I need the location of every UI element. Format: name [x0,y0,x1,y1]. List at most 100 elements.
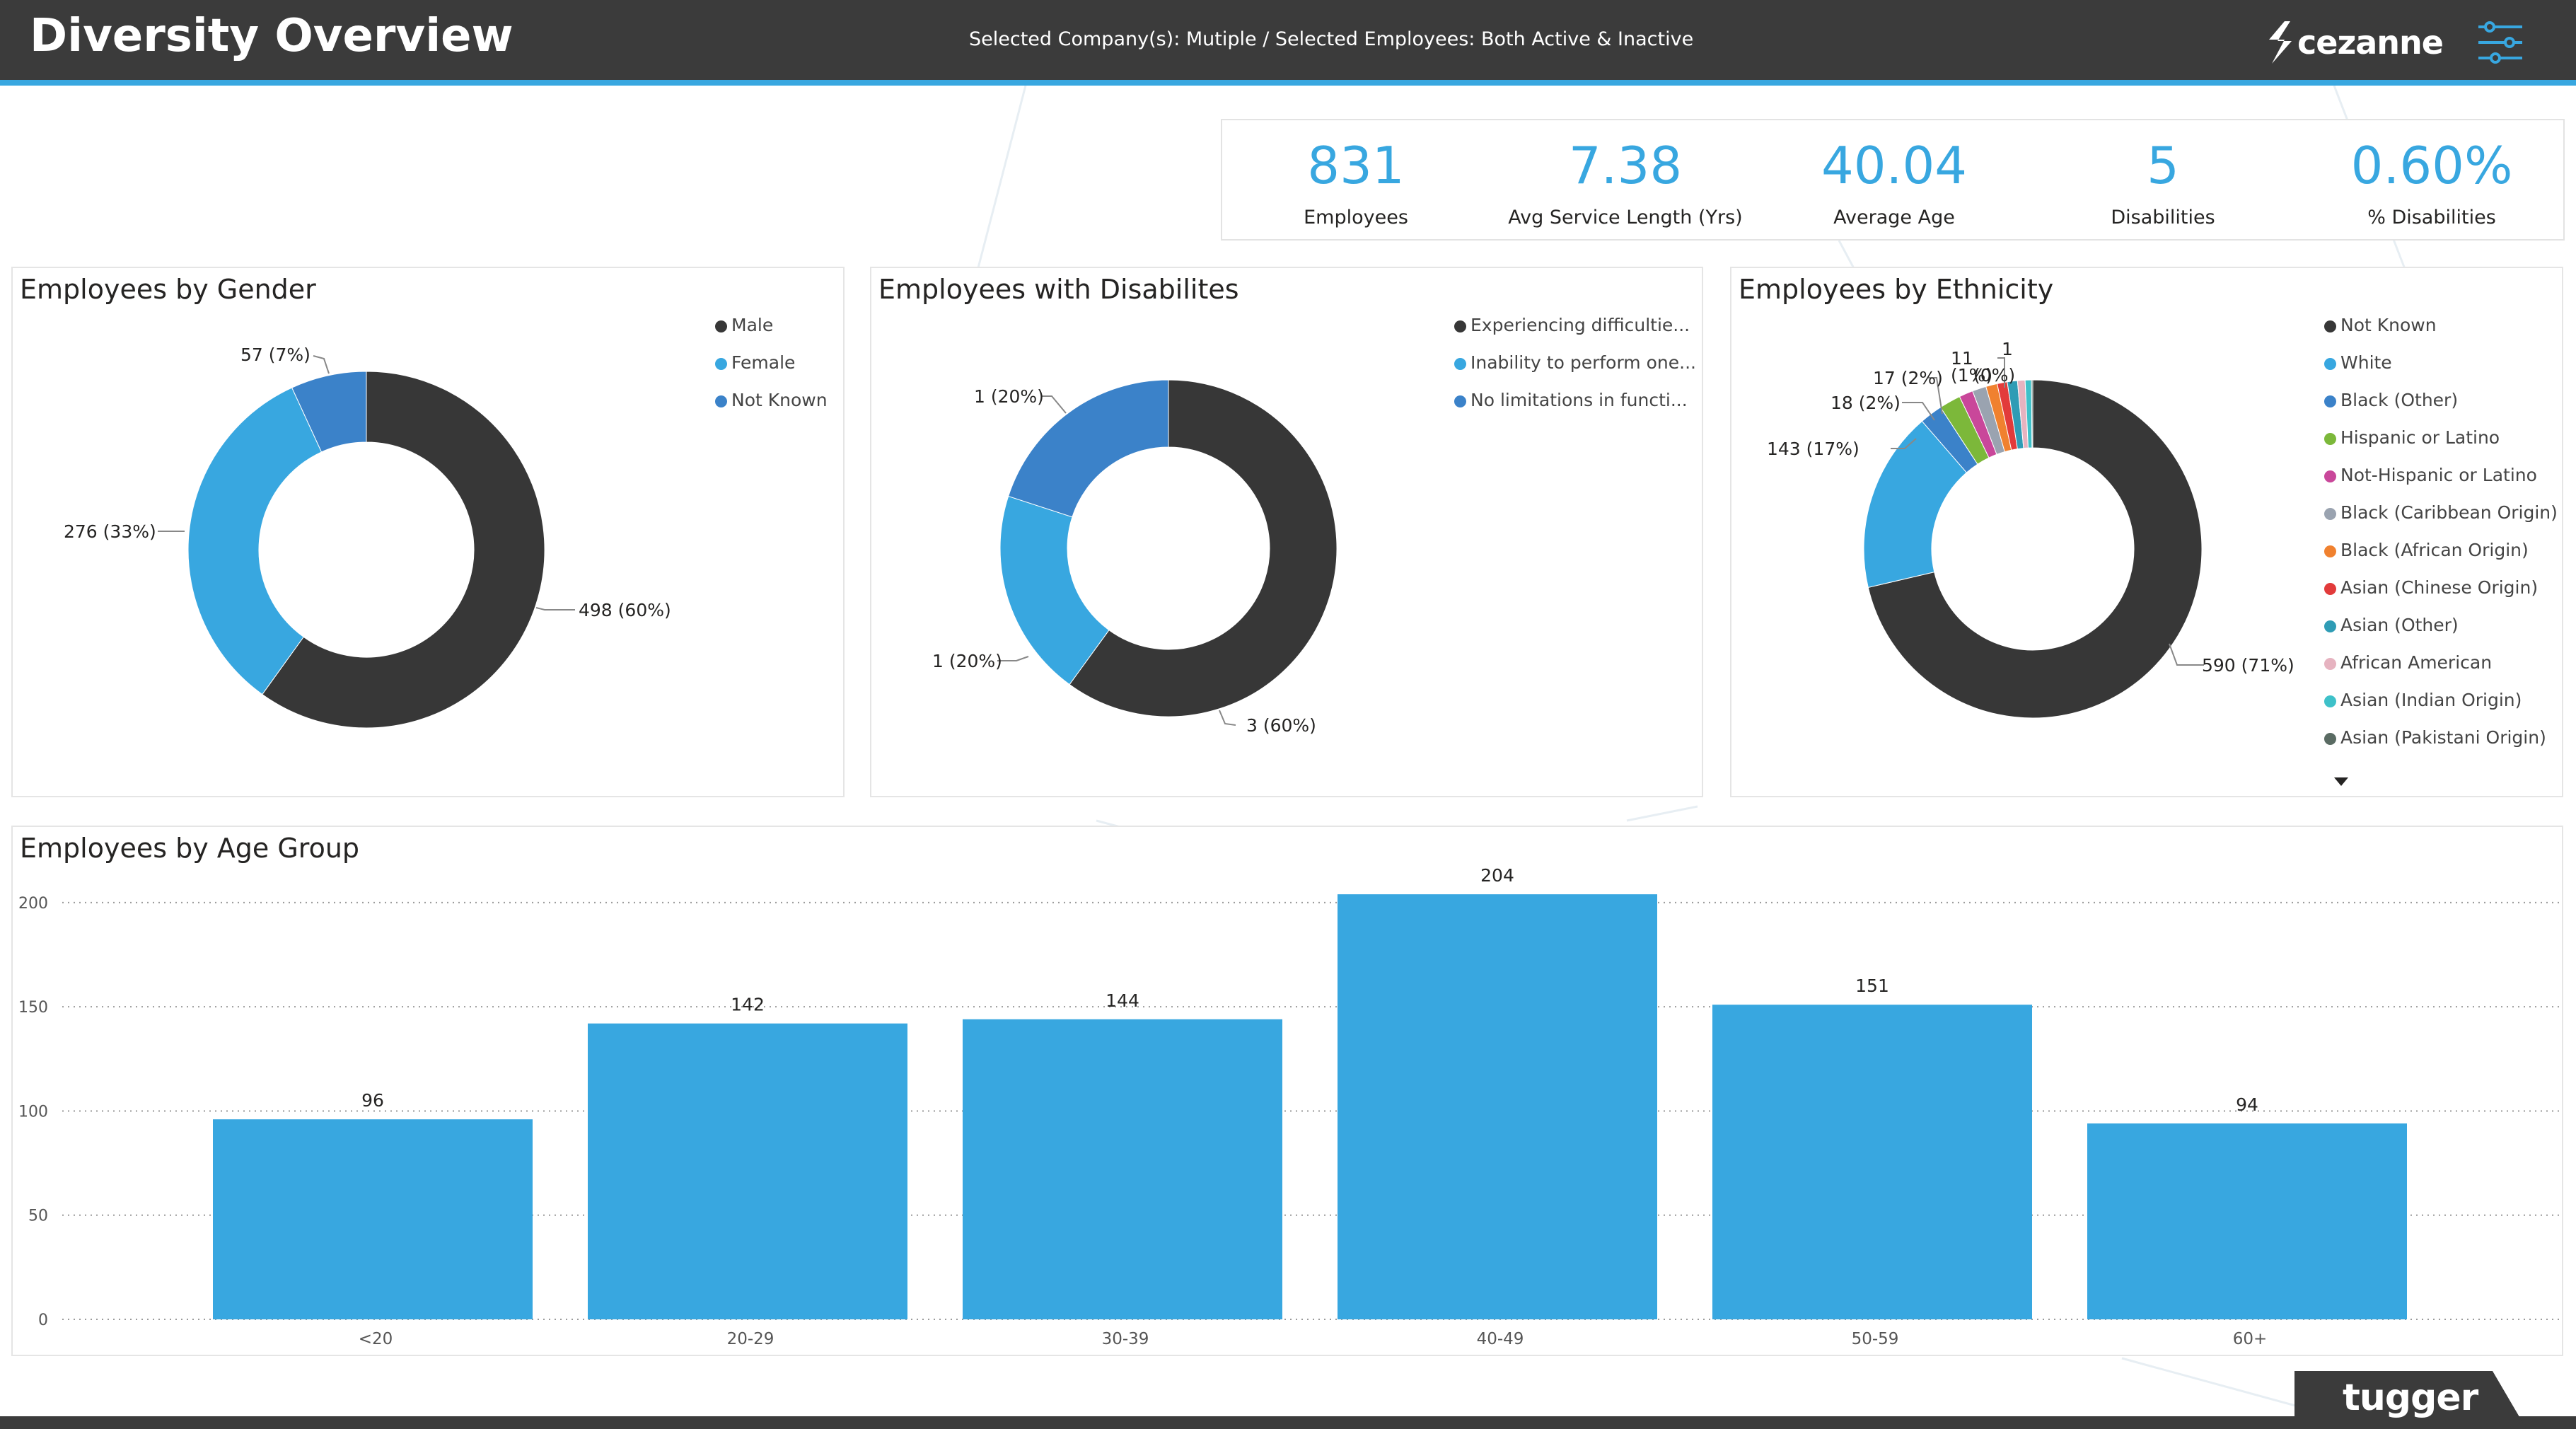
donut-slice-inability-to-perform-one-[interactable] [999,495,1110,685]
legend-label: No limitations in functi... [1470,390,1688,410]
legend-dot [1454,395,1466,407]
tugger-logo-shape [2294,1371,2526,1429]
ethnicity-label-white: 143 (17%) [1767,439,1860,459]
disabilities-donut-chart: 3 (60%) 1 (20%) 1 (20%) [932,379,1338,736]
legend-label: Not Known [2340,315,2437,335]
legend-dot [1454,358,1466,370]
ethnicity-label-not-hispanic: (1%) [1951,365,1992,386]
ethnicity-label-1: 1 [2002,339,2013,359]
age-chart-panel: Employees by Age Group 0 50 100 150 200 96 <20… [11,826,2563,1356]
donut-slice-male[interactable] [262,371,545,729]
x-tick-label: 50-59 [1852,1330,1899,1348]
kpi-label: Avg Service Length (Yrs) [1508,207,1743,228]
kpi-service-length: 7.38 Avg Service Length (Yrs) [1508,140,1742,228]
ethnicity-label-zero: (0%) [1973,365,2015,386]
y-tick-label: 0 [38,1312,48,1329]
tugger-logo: tugger [2294,1371,2526,1429]
donut-slice-female[interactable] [187,387,323,695]
kpi-value: 831 [1307,136,1405,195]
gender-label-not-known: 57 (7%) [240,345,311,365]
legend-dot [2324,545,2336,557]
kpi-average-age: 40.04 Average Age [1821,140,1967,228]
age-bar-2[interactable] [963,1019,1282,1319]
x-tick-label: 20-29 [727,1330,774,1348]
gender-chart-panel: Employees by Gender 498 (60%) 276 (33%) … [11,267,845,797]
kpi-cards: 831 Employees 7.38 Avg Service Length (Y… [1221,119,2565,241]
legend-label: Asian (Pakistani Origin) [2340,727,2546,748]
y-tick-label: 100 [18,1103,48,1121]
age-chart-title: Employees by Age Group [20,833,360,864]
disabilities-label-1: 1 (20%) [932,651,1002,671]
x-tick-label: <20 [359,1330,393,1348]
legend-label: African American [2340,652,2493,673]
disabilities-label-0: 3 (60%) [1246,715,1316,736]
legend-dot [2324,470,2336,482]
ethnicity-chart-panel: Employees by Ethnicity 590 (71%) 143 (17… [1730,267,2563,797]
footer-bar [0,1416,2576,1429]
cezanne-logo-text: cezanne [2297,23,2444,62]
legend-dot [2324,695,2336,707]
legend-label: Asian (Indian Origin) [2340,690,2522,710]
donut-slice-no-limitations-in-functi-[interactable] [1008,379,1169,518]
legend-label: Asian (Chinese Origin) [2340,577,2539,598]
disabilities-chart-title: Employees with Disabilites [878,274,1239,305]
legend-label: Female [731,352,796,373]
legend-dot [2324,433,2336,445]
caret-down-icon[interactable] [2334,777,2348,786]
age-bar-1[interactable] [588,1023,907,1319]
legend-label: Not-Hispanic or Latino [2340,465,2537,485]
age-bar-3[interactable] [1338,894,1657,1319]
legend-label: Inability to perform one... [1470,352,1696,373]
disabilities-label-2: 1 (20%) [974,386,1044,407]
age-bar-5[interactable] [2087,1123,2407,1319]
legend-dot [2324,395,2336,407]
bar-data-label: 151 [1855,976,1889,996]
kpi-label: Average Age [1833,207,1955,228]
bar-data-label: 94 [2236,1094,2258,1115]
legend-dot [2324,620,2336,632]
donut-slice-experiencing-difficultie-[interactable] [1069,379,1338,717]
legend-dot [2324,658,2336,670]
disabilities-chart-panel: Employees with Disabilites 3 (60%) 1 (20… [870,267,1703,797]
kpi-label: Employees [1304,207,1408,228]
age-bar-0[interactable] [213,1119,533,1319]
legend-dot [715,320,727,332]
donut-slice-not-known[interactable] [291,371,367,453]
legend-dot [715,358,727,370]
header-bar: Diversity Overview Selected Company(s): … [0,0,2576,86]
legend-label: Male [731,315,774,335]
legend-dot [2324,320,2336,332]
bar-data-label: 96 [361,1090,384,1111]
y-tick-label: 150 [18,999,48,1017]
legend-label: Black (Other) [2340,390,2459,410]
age-bar-4[interactable] [1712,1005,2032,1319]
legend-label: Black (Caribbean Origin) [2340,502,2558,523]
donut-slice-asian-pakistani-origin-[interactable] [2031,379,2033,449]
ethnicity-label-not-known: 590 (71%) [2202,655,2294,676]
gender-donut-chart: 498 (60%) 276 (33%) 57 (7%) [64,345,671,729]
kpi-label: % Disabilities [2367,207,2496,228]
donut-slice-white[interactable] [1863,420,1968,589]
kpi-disabilities-percent: 0.60% % Disabilities [2351,140,2513,228]
x-tick-label: 40-49 [1477,1330,1524,1348]
bar-data-label: 144 [1106,990,1139,1011]
donut-slice-not-known[interactable] [1867,379,2203,719]
kpi-value: 5 [2147,136,2179,195]
y-tick-label: 200 [18,895,48,913]
kpi-disabilities: 5 Disabilities [2111,140,2215,228]
legend-label: Black (African Origin) [2340,540,2529,560]
kpi-label: Disabilities [2111,207,2215,228]
x-tick-label: 30-39 [1102,1330,1149,1348]
kpi-employees: 831 Employees [1304,140,1408,228]
legend-label: White [2340,352,2392,373]
legend-label: Asian (Other) [2340,615,2459,635]
selection-subtitle: Selected Company(s): Mutiple / Selected … [969,28,1694,50]
gender-chart-title: Employees by Gender [20,274,316,305]
legend-dot [2324,358,2336,370]
gender-label-male: 498 (60%) [579,600,671,620]
legend-dot [715,395,727,407]
ethnicity-label-hispanic: 17 (2%) [1873,368,1943,388]
filter-menu-button[interactable] [2476,20,2525,65]
legend-label: Not Known [731,390,828,410]
ethnicity-donut-chart: 590 (71%) 143 (17%) 18 (2%) 17 (2%) (1%)… [1767,339,2294,719]
